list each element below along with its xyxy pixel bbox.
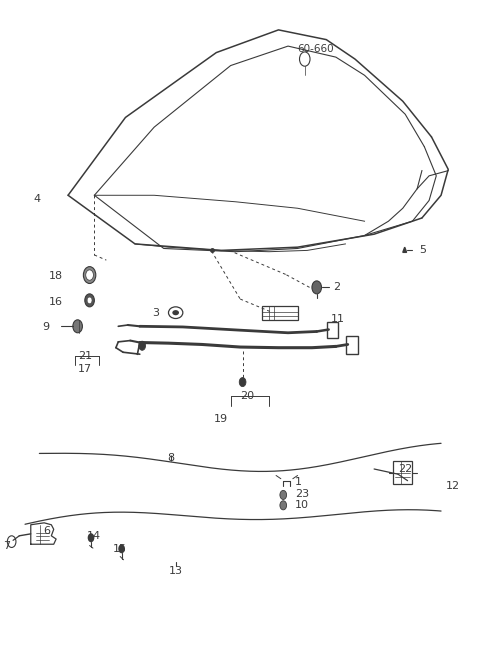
Text: 5: 5 [420,246,427,255]
Text: 21: 21 [78,351,92,361]
Text: 3: 3 [152,308,159,318]
Circle shape [239,378,246,387]
Text: 20: 20 [240,391,254,401]
Circle shape [280,490,287,499]
Circle shape [87,297,92,304]
Text: 16: 16 [49,297,63,307]
Circle shape [86,270,94,280]
Circle shape [84,266,96,283]
Text: 11: 11 [331,313,345,324]
Circle shape [139,341,145,350]
Text: 9: 9 [42,322,49,332]
Circle shape [280,500,287,510]
Text: 7: 7 [2,541,10,551]
Circle shape [118,544,125,553]
Text: 12: 12 [446,481,460,491]
Polygon shape [403,247,407,252]
Text: 10: 10 [295,500,309,510]
Circle shape [85,294,95,307]
Text: 22: 22 [398,464,412,474]
Text: 18: 18 [49,271,63,281]
Text: 1: 1 [295,477,302,487]
Circle shape [73,320,83,333]
Text: 6: 6 [43,526,50,536]
Circle shape [312,281,322,294]
Circle shape [88,533,95,542]
Text: 23: 23 [295,489,309,499]
Text: 4: 4 [34,194,40,203]
Text: 13: 13 [168,566,183,577]
Ellipse shape [172,310,179,315]
Text: 17: 17 [78,364,92,374]
Text: 15: 15 [113,544,127,554]
Text: 8: 8 [168,453,174,463]
Text: 60-660: 60-660 [298,44,334,55]
Text: 14: 14 [87,531,101,541]
Text: 2: 2 [334,282,341,293]
Text: 19: 19 [214,414,228,424]
